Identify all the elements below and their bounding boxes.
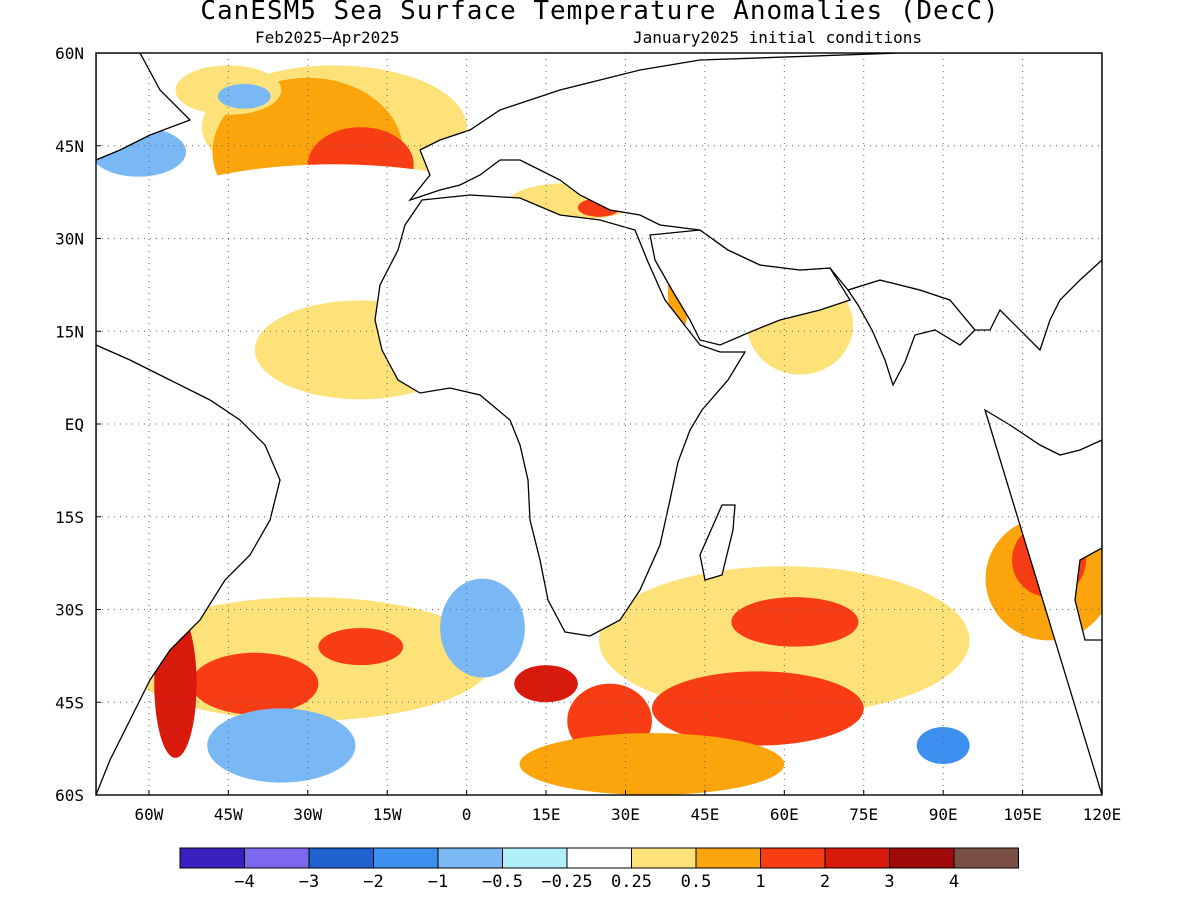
americas-coastline: [96, 53, 281, 795]
lat-tick-label: 60N: [55, 44, 84, 63]
colorbar-label: −1: [428, 872, 448, 892]
colorbar-swatch: [760, 847, 826, 869]
forecast-period: Feb2025–Apr2025: [255, 28, 400, 47]
colorbar-label: 2: [820, 872, 830, 892]
coastlines: [96, 53, 1102, 795]
colorbar-label: 1: [755, 872, 765, 892]
lon-tick-label: 30W: [293, 805, 322, 824]
map-title: CanESM5 Sea Surface Temperature Anomalie…: [200, 0, 1000, 26]
lon-tick-label: 60W: [134, 805, 163, 824]
eurasia-coastline: [408, 53, 1102, 352]
anomaly-patch: [916, 726, 970, 765]
lat-tick-label: 45N: [55, 137, 84, 156]
colorbar-swatch: [308, 847, 374, 869]
colorbar-swatch: [502, 847, 568, 869]
lon-tick-label: 45W: [214, 805, 243, 824]
lon-tick-label: 0: [462, 805, 472, 824]
colorbar-swatch: [179, 847, 245, 869]
colorbar-swatch: [695, 847, 761, 869]
colorbar: −4 −3 −2 −1 −0.5 −0.25 0.25 0.5 1 2 3 4: [179, 847, 1019, 892]
anomaly-patch: [207, 708, 356, 783]
colorbar-label: 0.25: [611, 872, 652, 892]
colorbar-label: −4: [234, 872, 254, 892]
anomaly-patch: [217, 83, 271, 109]
lat-tick-label: 30S: [55, 601, 84, 620]
lat-tick-label: 15N: [55, 322, 84, 341]
lon-tick-label: 90E: [929, 805, 958, 824]
colorbar-label: 0.5: [681, 872, 712, 892]
lon-tick-label: 60E: [770, 805, 799, 824]
colorbar-swatch: [631, 847, 697, 869]
africa-coastline: [374, 194, 747, 637]
lat-tick-label: EQ: [65, 415, 84, 434]
colorbar-swatch: [566, 847, 632, 869]
colorbar-swatch: [437, 847, 503, 869]
lon-tick-label: 30E: [611, 805, 640, 824]
anomaly-patch: [191, 652, 319, 715]
lon-tick-label: 15E: [532, 805, 561, 824]
colorbar-label: 4: [949, 872, 959, 892]
initial-conditions: January2025 initial conditions: [633, 28, 922, 47]
anomaly-patch: [519, 733, 785, 795]
anomaly-patch: [731, 597, 859, 647]
anomaly-patch: [704, 374, 970, 437]
colorbar-label: −0.25: [541, 872, 592, 892]
colorbar-swatch: [824, 847, 890, 869]
madagascar-coastline: [699, 504, 736, 581]
anomaly-patch: [318, 628, 404, 666]
colorbar-label: −2: [363, 872, 383, 892]
lat-tick-label: 15S: [55, 508, 84, 527]
colorbar-swatch: [244, 847, 310, 869]
colorbar-swatch: [889, 847, 955, 869]
indonesia-coastline: [983, 408, 1102, 795]
colorbar-swatch: [953, 847, 1019, 869]
colorbar-label: 3: [884, 872, 894, 892]
lat-tick-label: 60S: [55, 786, 84, 805]
lon-tick-label: 120E: [1083, 805, 1122, 824]
axis-labels: 60W 45W 30W 15W 0 15E 30E 45E 60E 75E 90E 105E 120E 6…: [55, 44, 1121, 824]
lat-tick-label: 45S: [55, 693, 84, 712]
colorbar-label: −3: [299, 872, 319, 892]
colorbar-label: −0.5: [482, 872, 523, 892]
lon-tick-label: 105E: [1003, 805, 1042, 824]
anomaly-patch: [440, 578, 525, 678]
lon-tick-label: 45E: [690, 805, 719, 824]
lon-tick-label: 15W: [373, 805, 402, 824]
lon-tick-label: 75E: [849, 805, 878, 824]
lat-tick-label: 30N: [55, 230, 84, 249]
colorbar-swatch: [373, 847, 439, 869]
